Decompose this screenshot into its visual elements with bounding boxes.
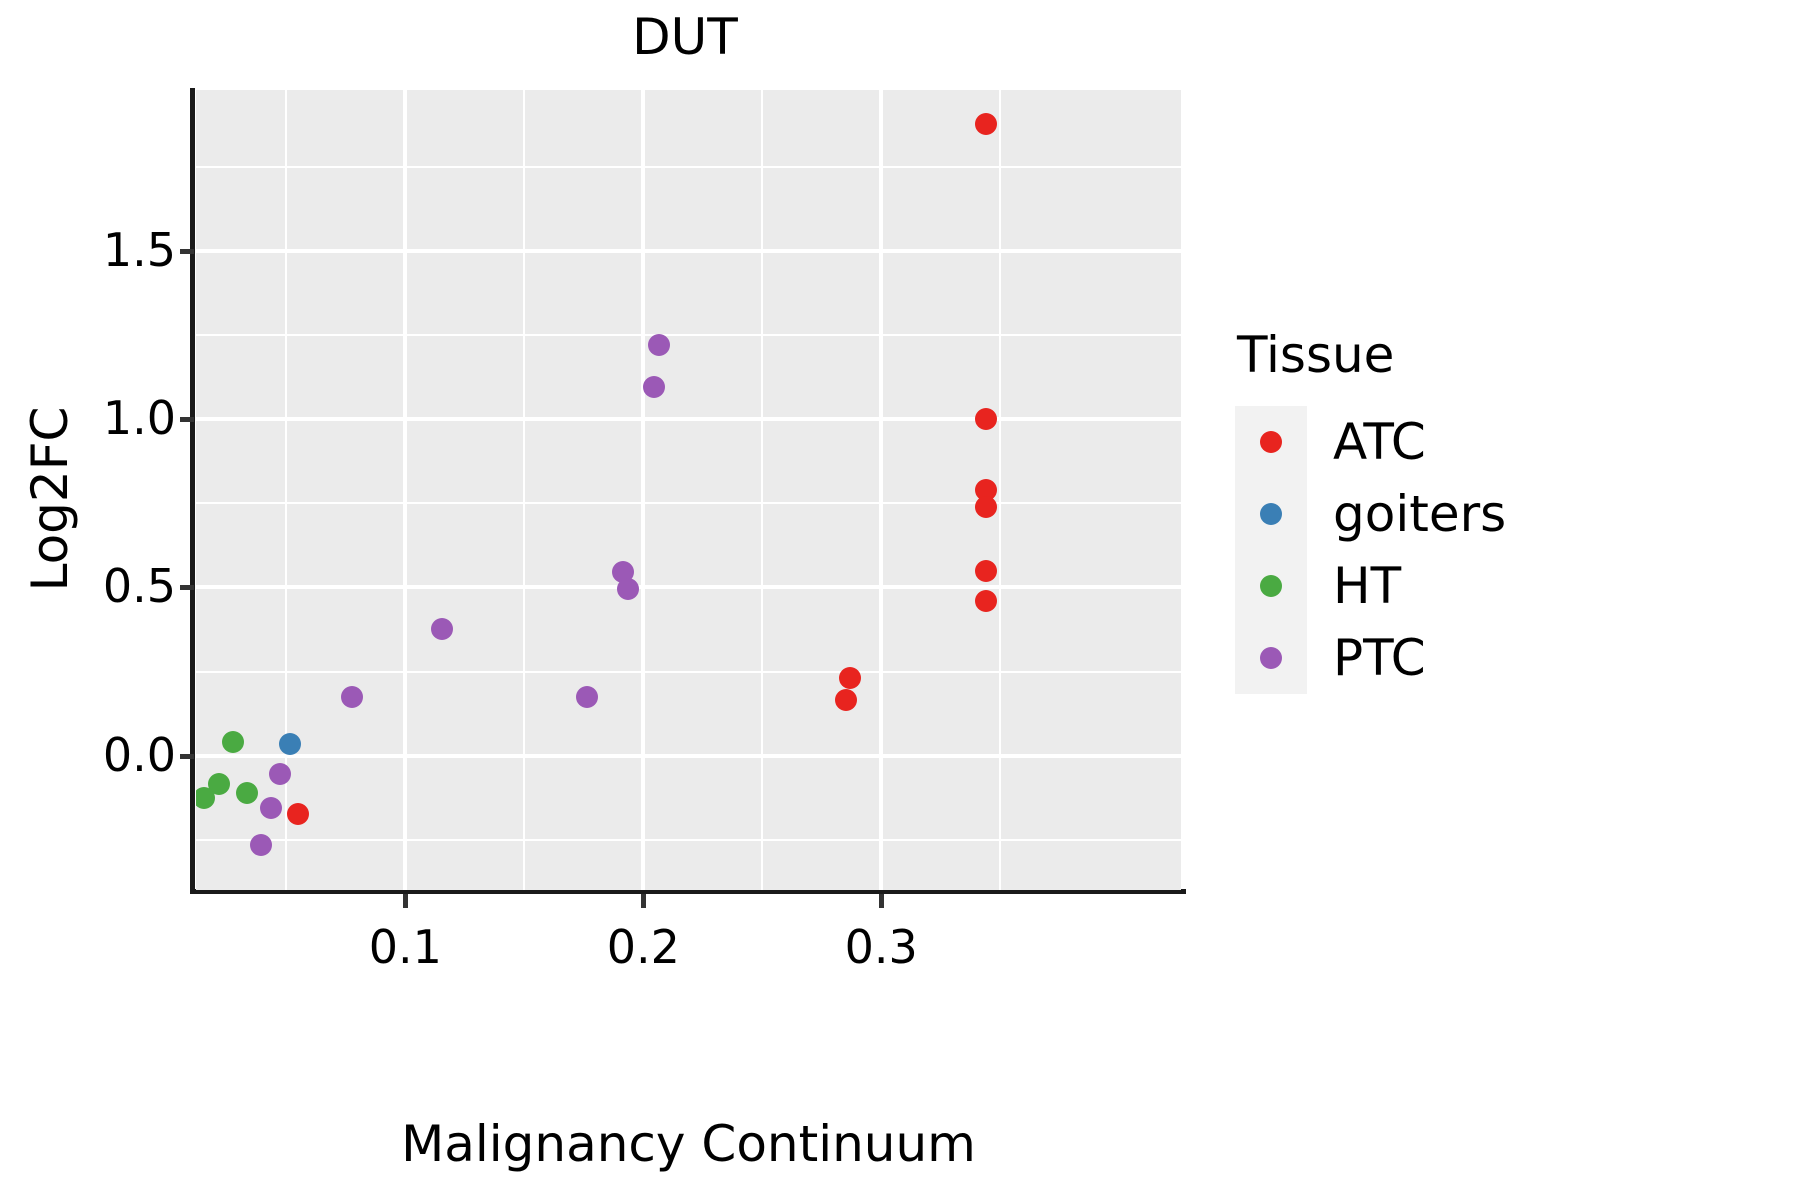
plot-area [196, 90, 1181, 890]
gridline-y-major [196, 753, 1181, 758]
y-tick-label: 0.5 [102, 559, 176, 614]
data-point-ptc [250, 833, 273, 856]
gridline-x-minor [285, 90, 288, 890]
data-point-ht [207, 773, 230, 796]
x-axis-line [190, 889, 1186, 894]
y-tick-label: 0.0 [102, 727, 176, 782]
data-point-ht [221, 731, 244, 754]
legend-item-ht[interactable]: HT [1235, 550, 1755, 622]
data-point-ptc [576, 685, 599, 708]
chart-title: DUT [632, 8, 738, 66]
data-point-atc [287, 803, 310, 826]
gridline-y-minor [196, 166, 1181, 169]
data-point-ptc [431, 618, 454, 641]
data-point-ptc [647, 334, 670, 357]
legend-item-ptc[interactable]: PTC [1235, 622, 1755, 694]
data-point-ptc [616, 578, 639, 601]
legend-key-background [1235, 478, 1307, 550]
gridline-x-major [403, 90, 408, 890]
gridline-y-minor [196, 334, 1181, 337]
x-tick-mark [879, 894, 885, 908]
x-axis-title: Malignancy Continuum [401, 1115, 976, 1173]
x-tick-label: 0.1 [368, 920, 442, 974]
y-tick-label: 1.5 [102, 223, 176, 278]
y-tick-mark [180, 249, 194, 255]
y-tick-mark [180, 417, 194, 423]
y-tick-mark [180, 753, 194, 759]
data-point-atc [834, 689, 857, 712]
legend-key-background [1235, 550, 1307, 622]
gridline-y-minor [196, 502, 1181, 505]
data-point-atc [974, 112, 997, 135]
legend-key-background [1235, 406, 1307, 478]
legend-key-background [1235, 622, 1307, 694]
legend-dot-icon [1260, 431, 1282, 453]
data-point-ht [236, 781, 259, 804]
gridline-y-minor [196, 838, 1181, 841]
data-point-atc [974, 495, 997, 518]
x-tick-label: 0.3 [844, 920, 918, 974]
legend-dot-icon [1260, 575, 1282, 597]
data-point-ptc [259, 796, 282, 819]
gridline-x-minor [523, 90, 526, 890]
data-point-ptc [643, 376, 665, 399]
legend: Tissue ATC goiters HT PTC [1235, 330, 1755, 694]
data-point-atc [974, 559, 997, 582]
gridline-x-minor [761, 90, 764, 890]
x-tick-mark [403, 894, 409, 908]
legend-item-label: ATC [1333, 413, 1426, 471]
legend-item-atc[interactable]: ATC [1235, 406, 1755, 478]
data-point-ptc [340, 685, 363, 708]
legend-item-label: HT [1333, 557, 1402, 615]
data-point-ptc [612, 561, 635, 584]
legend-dot-icon [1260, 503, 1282, 525]
gridline-x-major [879, 90, 884, 890]
legend-item-label: PTC [1333, 629, 1426, 687]
y-tick-mark [180, 585, 194, 591]
legend-title: Tissue [1237, 326, 1395, 384]
x-tick-label: 0.2 [606, 920, 680, 974]
legend-item-goiters[interactable]: goiters [1235, 478, 1755, 550]
gridline-x-minor [999, 90, 1002, 890]
legend-keys: ATC goiters HT PTC [1235, 406, 1755, 694]
y-axis-line [190, 88, 195, 894]
data-point-ht [196, 786, 216, 809]
data-point-atc [839, 667, 862, 690]
data-point-ptc [269, 763, 292, 786]
gridline-y-major [196, 249, 1181, 254]
legend-item-label: goiters [1333, 485, 1507, 543]
y-tick-label: 1.0 [102, 391, 176, 446]
gridline-x-major [641, 90, 646, 890]
gridline-y-major [196, 585, 1181, 590]
data-point-atc [974, 479, 997, 501]
legend-dot-icon [1260, 647, 1282, 669]
gridline-y-minor [196, 670, 1181, 673]
data-point-atc [974, 589, 997, 612]
x-tick-mark [641, 894, 647, 908]
data-point-goiters [278, 732, 301, 755]
y-axis-title: Log2FC [21, 406, 79, 592]
gridline-y-major [196, 417, 1181, 422]
data-point-atc [974, 408, 997, 431]
plot-panel [196, 90, 1181, 890]
